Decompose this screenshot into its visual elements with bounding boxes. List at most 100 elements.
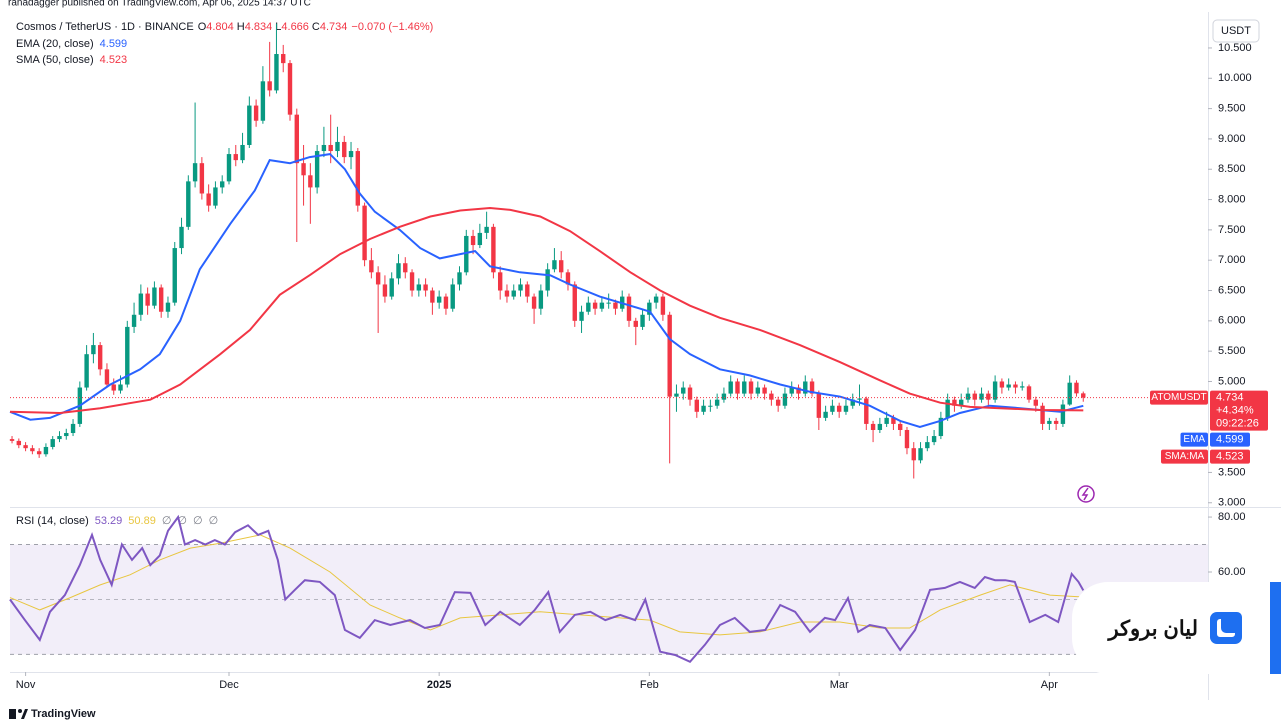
candle-body	[206, 193, 211, 206]
candle-body	[131, 314, 137, 327]
price-tag-change: +4.34%	[1216, 405, 1254, 417]
candle-body	[125, 326, 130, 385]
alert-icon[interactable]	[1077, 485, 1095, 503]
candle-body	[118, 384, 123, 391]
y-tick-label: 7.500	[1218, 224, 1246, 236]
candle-body	[457, 272, 462, 285]
candle-body	[138, 293, 144, 315]
candle-body	[281, 54, 286, 64]
candle-body	[314, 151, 320, 188]
ma-tag-bg	[1180, 432, 1208, 447]
candle-body	[762, 387, 767, 394]
ma-tag-bg	[1161, 449, 1208, 464]
candle-body	[735, 381, 740, 394]
candle-body	[559, 260, 564, 273]
candle-body	[1060, 404, 1066, 424]
candle-body	[979, 393, 984, 400]
sma-value: 4.523	[100, 54, 128, 66]
candle-body	[145, 293, 150, 306]
candle-body	[897, 423, 903, 430]
sma-name: SMA (50, close)	[16, 54, 94, 66]
candle-body	[674, 393, 679, 397]
candle-body	[1040, 405, 1045, 424]
rsi-band	[10, 544, 1208, 655]
candle-body	[830, 405, 835, 412]
candle-body	[769, 393, 774, 400]
candle-body	[531, 296, 537, 309]
candle-body	[653, 296, 659, 303]
candle-body	[1047, 420, 1052, 424]
candle-body	[16, 440, 22, 446]
candle-body	[586, 302, 591, 312]
candle-body	[443, 296, 449, 309]
candle-body	[640, 314, 645, 327]
candle-body	[484, 226, 489, 233]
candle-body	[511, 290, 516, 297]
candle-body	[226, 154, 232, 182]
candle-body	[972, 393, 977, 400]
candle-body	[497, 272, 503, 291]
rsi-line	[9, 514, 1085, 664]
candle-body	[803, 381, 808, 394]
legend-rsi: RSI (14, close) 53.29 50.89 ∅ ∅ ∅ ∅	[16, 515, 218, 527]
candle-body	[843, 405, 849, 412]
candle-body	[267, 81, 272, 91]
candle-body	[904, 429, 910, 449]
x-tick-label: Nov	[16, 679, 36, 691]
x-tick-label: 2025	[427, 679, 451, 691]
watermark-box	[1072, 582, 1281, 674]
candle-body	[274, 54, 279, 91]
candle-body	[911, 448, 916, 461]
currency-button[interactable]	[1212, 19, 1260, 43]
candle-body	[755, 387, 761, 394]
ma-tag-value: 4.599	[1216, 434, 1244, 446]
ma-tag-name: EMA	[1183, 434, 1205, 445]
y-tick-label: 8.500	[1218, 163, 1246, 175]
change: −0.070	[351, 21, 385, 33]
price-tag-countdown: 09:22:26	[1216, 418, 1259, 430]
candle-body	[470, 235, 476, 246]
currency: USDT	[1221, 25, 1251, 37]
candle-body	[369, 260, 374, 273]
candle-body	[57, 436, 62, 440]
candle-body	[518, 284, 523, 291]
ohlc-label: O	[198, 21, 207, 33]
ma-tag-value-bg	[1210, 449, 1250, 464]
candle-body	[172, 248, 177, 303]
rsi-ma-line	[9, 534, 1084, 636]
candle-body	[321, 144, 327, 152]
rsi-y-tick-label: 60.00	[1218, 566, 1246, 578]
candle-body	[579, 311, 584, 321]
candle-body	[748, 381, 754, 394]
candle-body	[606, 302, 611, 304]
ohlc-value: 4.734	[320, 21, 348, 33]
candle-body	[789, 387, 794, 394]
candle-body	[552, 260, 557, 270]
x-tick-label: Dec	[219, 679, 239, 691]
candle-body	[545, 269, 550, 291]
candle-body	[836, 405, 842, 412]
candle-body	[952, 399, 957, 406]
candle-body	[192, 163, 198, 182]
candle-body	[918, 448, 923, 461]
candle-body	[816, 393, 822, 418]
y-tick-label: 6.000	[1218, 315, 1246, 327]
candle-body	[213, 187, 218, 206]
candle-body	[660, 296, 666, 315]
candle-body	[335, 141, 340, 152]
candle-body	[931, 436, 937, 443]
y-tick-label: 5.000	[1218, 375, 1246, 387]
candle-body	[999, 381, 1005, 388]
y-tick-label: 6.500	[1218, 284, 1246, 296]
y-tick-label: 9.000	[1218, 133, 1246, 145]
candle-body	[348, 151, 354, 158]
candle-body	[247, 105, 252, 145]
price-tag-value-bg	[1210, 390, 1268, 431]
candle-body	[687, 387, 693, 400]
candle-body	[287, 63, 293, 115]
candle-body	[796, 387, 801, 394]
candle-body	[375, 272, 381, 285]
candle-body	[301, 163, 306, 176]
ohlc-label: C	[312, 21, 320, 33]
candle-body	[592, 302, 598, 309]
